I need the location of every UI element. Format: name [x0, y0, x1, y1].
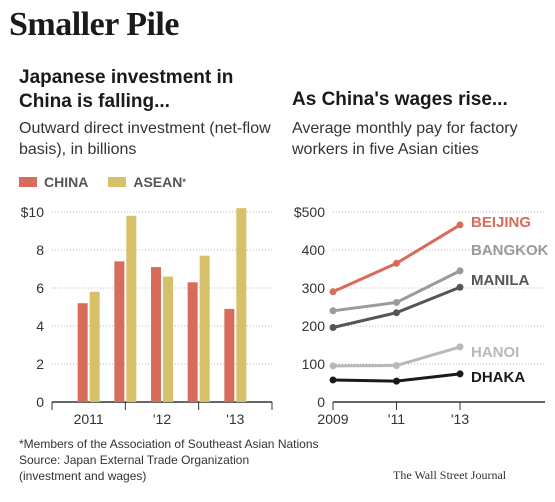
- footnote-asean: *Members of the Association of Southeast…: [19, 437, 319, 451]
- chart-canvas: 0 2 4 6 8 $10 2011 '12 '13 0 100 200 300 400 $500 2009 '…: [21, 204, 549, 427]
- bar-y-tick-label: 0: [36, 394, 44, 410]
- line-point-bangkok: [329, 307, 337, 315]
- line-point-beijing: [393, 259, 400, 267]
- line-point-beijing: [329, 288, 337, 296]
- bar-china-2: [151, 267, 161, 402]
- line-point-hanoi: [456, 343, 464, 351]
- bar-x-tick-label: '12: [153, 411, 171, 427]
- bar-y-tick-label: $10: [21, 204, 45, 220]
- line-point-manila: [456, 283, 464, 291]
- line-y-tick-label: 200: [302, 318, 326, 334]
- legend-swatch-asean: [108, 177, 127, 187]
- legend-swatch-china: [19, 177, 37, 187]
- line-label-bangkok: BANGKOK: [471, 242, 549, 259]
- bar-y-tick-label: 6: [36, 280, 44, 296]
- left-description: Outward direct investment (net-flow basi…: [19, 120, 271, 158]
- line-point-beijing: [456, 221, 464, 229]
- legend-label-china: CHINA: [44, 174, 89, 190]
- credit: The Wall Street Journal: [393, 468, 507, 482]
- bar-y-tick-label: 4: [36, 318, 44, 334]
- line-x-tick-label: '11: [388, 411, 405, 427]
- bar-china-4: [224, 308, 235, 402]
- bar-asean-3: [199, 255, 210, 402]
- line-point-dhaka: [456, 370, 464, 378]
- bar-asean-0: [89, 291, 100, 402]
- bar-asean-1: [126, 215, 137, 402]
- bar-china-1: [114, 261, 125, 402]
- bar-y-tick-label: 2: [36, 356, 44, 372]
- line-point-manila: [329, 324, 337, 332]
- line-point-hanoi: [393, 362, 400, 370]
- line-point-bangkok: [393, 298, 400, 306]
- line-label-dhaka: DHAKA: [471, 369, 525, 386]
- line-y-tick-label: 300: [302, 280, 326, 296]
- legend-asean-mark: *: [182, 177, 186, 187]
- right-description: Average monthly pay for factory workers …: [292, 120, 518, 158]
- line-y-tick-label: 0: [317, 394, 325, 410]
- left-subtitle: Japanese investment in China is falling.…: [19, 67, 234, 112]
- line-point-manila: [393, 309, 400, 317]
- legend-label-asean: ASEAN: [133, 174, 183, 190]
- bar-x-tick-label: '13: [226, 411, 244, 427]
- line-x-tick-label: 2009: [317, 411, 348, 427]
- line-point-hanoi: [329, 362, 337, 370]
- bar-x-tick-label: 2011: [74, 411, 104, 427]
- line-y-tick-label: 400: [302, 242, 326, 258]
- line-x-tick-label: '13: [451, 411, 469, 427]
- line-label-hanoi: HANOI: [471, 344, 519, 361]
- line-point-dhaka: [393, 377, 400, 385]
- bar-china-3: [187, 282, 198, 402]
- bar-y-tick-label: 8: [36, 242, 44, 258]
- footnote-source-detail: (investment and wages): [19, 469, 147, 483]
- legend: CHINA ASEAN *: [19, 174, 186, 190]
- line-label-manila: MANILA: [471, 272, 529, 289]
- line-label-beijing: BEIJING: [471, 214, 531, 231]
- bar-asean-2: [163, 276, 173, 402]
- bar-asean-4: [236, 208, 247, 402]
- line-point-dhaka: [329, 376, 337, 384]
- line-point-bangkok: [456, 267, 464, 275]
- chart-title: Smaller Pile: [9, 6, 179, 43]
- line-y-tick-label: $500: [294, 204, 325, 220]
- footnote-source: Source: Japan External Trade Organizatio…: [19, 453, 250, 467]
- footnote: *Members of the Association of Southeast…: [19, 436, 319, 484]
- bar-china-0: [77, 303, 88, 402]
- line-y-tick-label: 100: [302, 356, 326, 372]
- right-subtitle: As China's wages rise...: [292, 89, 508, 110]
